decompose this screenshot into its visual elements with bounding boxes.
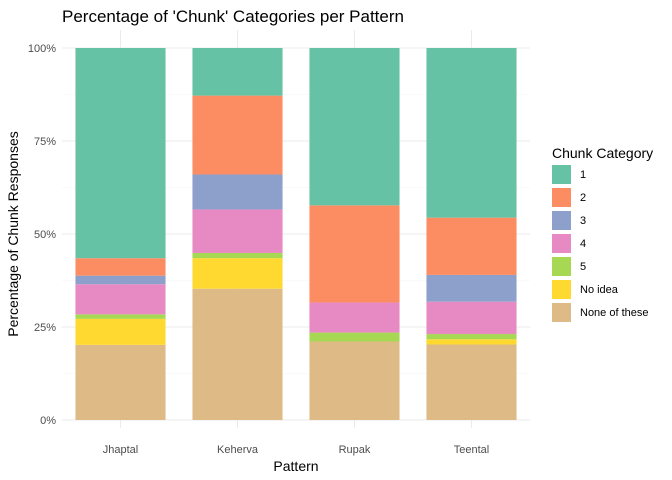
legend-label: 4 <box>580 238 586 250</box>
bar-segment-keherva-none-of-these <box>192 288 283 420</box>
legend-label: No idea <box>580 284 619 296</box>
y-axis-title: Percentage of Chunk Responses <box>5 131 21 336</box>
legend-title: Chunk Category <box>552 145 653 161</box>
bar-segment-teental-2 <box>426 217 517 275</box>
y-tick-label: 50% <box>34 229 56 241</box>
legend-label: 5 <box>580 261 586 273</box>
bar-segment-jhaptal-2 <box>75 258 166 276</box>
x-tick-label: Rupak <box>339 444 371 456</box>
bar-segment-keherva-4 <box>192 209 283 253</box>
bar-segment-keherva-5 <box>192 252 283 259</box>
legend-swatch <box>552 165 571 184</box>
legend-swatch <box>552 303 571 322</box>
bar-segment-jhaptal-3 <box>75 275 166 285</box>
bar-segment-rupak-2 <box>309 205 400 303</box>
bar-segment-rupak-1 <box>309 48 400 206</box>
y-tick-label: 100% <box>28 43 56 55</box>
bar-segment-keherva-no-idea <box>192 258 283 289</box>
chart-title: Percentage of 'Chunk' Categories per Pat… <box>62 7 404 26</box>
x-tick-label: Keherva <box>217 444 259 456</box>
bar-segment-teental-no-idea <box>426 339 517 345</box>
bar-segment-teental-1 <box>426 48 517 218</box>
bar-segment-keherva-1 <box>192 48 283 96</box>
bar-segment-teental-4 <box>426 301 517 335</box>
bar-segment-jhaptal-5 <box>75 314 166 319</box>
bar-segment-teental-none-of-these <box>426 344 517 420</box>
legend-label: 2 <box>580 192 586 204</box>
legend-swatch <box>552 188 571 207</box>
bar-segment-rupak-5 <box>309 332 400 342</box>
y-tick-label: 0% <box>40 415 56 427</box>
bar-segment-keherva-3 <box>192 174 283 210</box>
bar-segment-jhaptal-4 <box>75 284 166 315</box>
bar-segment-jhaptal-none-of-these <box>75 344 166 420</box>
legend-swatch <box>552 211 571 230</box>
bar-segment-rupak-none-of-these <box>309 341 400 420</box>
x-axis-title: Pattern <box>273 458 318 474</box>
legend-items: 1 2 3 4 5 No idea None of these <box>552 165 649 322</box>
x-tick-label: Jhaptal <box>103 444 138 456</box>
bars <box>75 48 517 420</box>
y-tick-label: 25% <box>34 322 56 334</box>
bar-segment-keherva-2 <box>192 95 283 175</box>
x-axis-ticks: Jhaptal Keherva Rupak Teental <box>103 444 489 456</box>
bar-segment-jhaptal-no-idea <box>75 318 166 345</box>
legend: Chunk Category 1 2 3 4 5 No idea None of these <box>552 145 653 322</box>
bar-segment-teental-5 <box>426 334 517 340</box>
bar-segment-jhaptal-1 <box>75 48 166 259</box>
legend-label: 3 <box>580 215 586 227</box>
legend-label: None of these <box>580 307 649 319</box>
legend-swatch <box>552 257 571 276</box>
x-tick-label: Teental <box>454 444 489 456</box>
y-tick-label: 75% <box>34 136 56 148</box>
legend-swatch <box>552 234 571 253</box>
legend-label: 1 <box>580 169 586 181</box>
legend-swatch <box>552 280 571 299</box>
bar-segment-teental-3 <box>426 274 517 302</box>
y-axis-ticks: 0% 25% 50% 75% 100% <box>28 43 56 427</box>
bar-segment-rupak-4 <box>309 302 400 333</box>
